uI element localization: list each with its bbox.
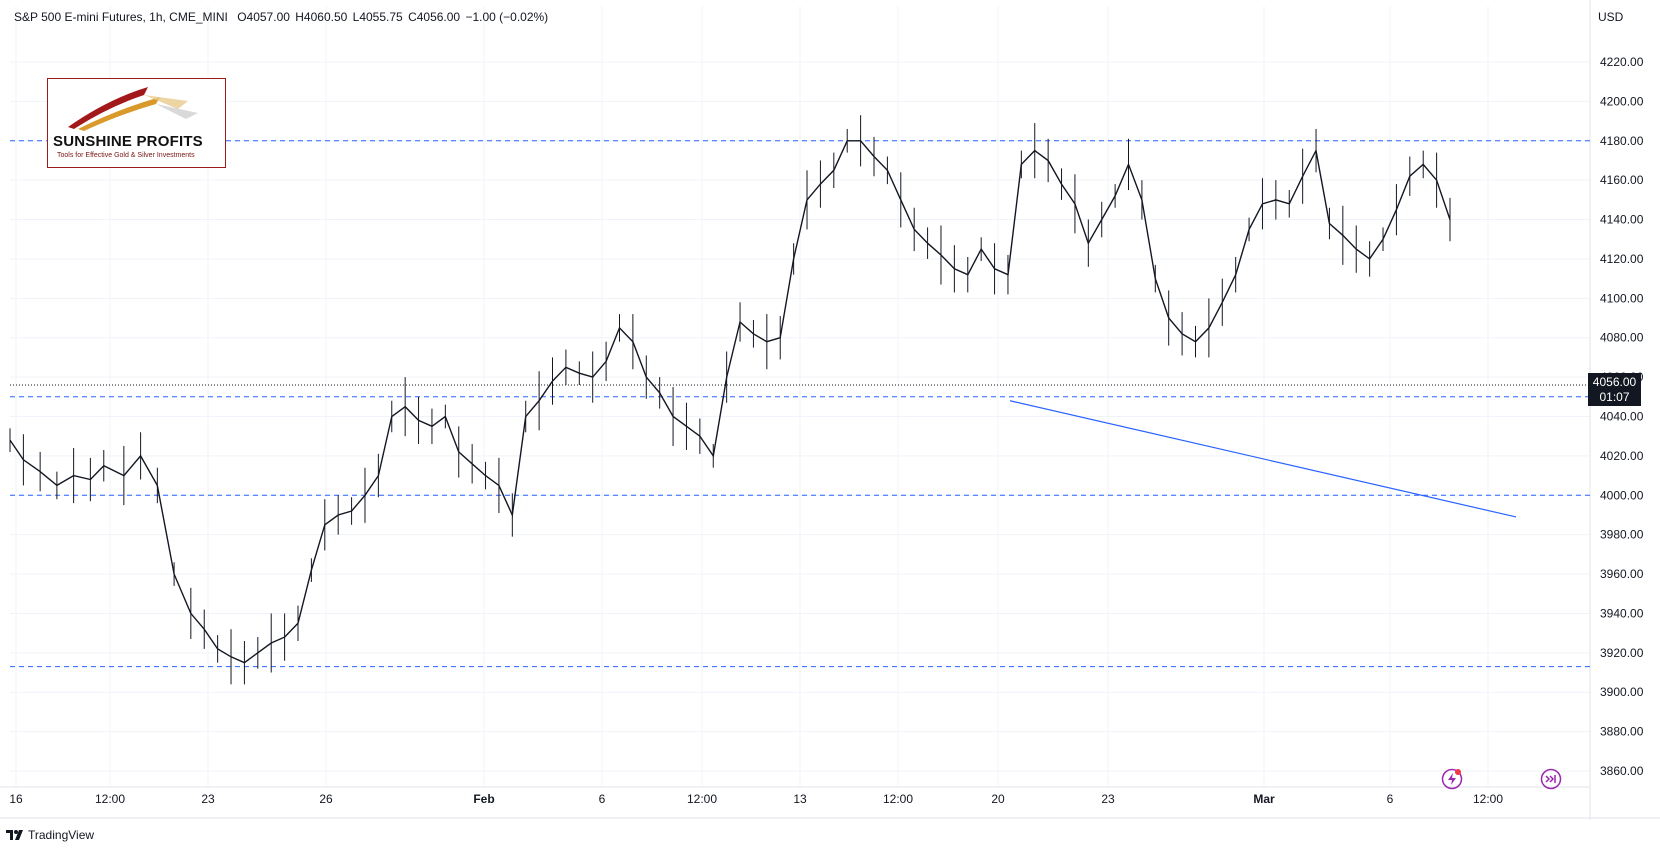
sunshine-profits-logo: SUNSHINE PROFITS Tools for Effective Gol… bbox=[47, 78, 226, 168]
ohlc-change: −1.00 (−0.02%) bbox=[465, 10, 549, 24]
price-tick-label: 4020.00 bbox=[1600, 449, 1644, 463]
ohlc-high: H4060.50 bbox=[295, 10, 348, 24]
time-tick-label: 23 bbox=[201, 792, 215, 806]
time-tick-label: Mar bbox=[1253, 792, 1275, 806]
trend-line[interactable] bbox=[1009, 400, 1517, 518]
time-tick-label: 12:00 bbox=[95, 792, 125, 806]
ohlc-open: O4057.00 bbox=[237, 10, 290, 24]
horizontal-levels bbox=[10, 140, 1590, 668]
lightning-alert-icon[interactable] bbox=[1441, 768, 1463, 790]
price-tick-label: 4000.00 bbox=[1600, 488, 1644, 502]
time-tick-label: 13 bbox=[793, 792, 807, 806]
price-tick-label: 3980.00 bbox=[1600, 528, 1644, 542]
time-tick-label: 23 bbox=[1101, 792, 1115, 806]
trend-lines bbox=[1009, 400, 1517, 518]
price-tick-label: 3900.00 bbox=[1600, 685, 1644, 699]
price-tick-label: 4120.00 bbox=[1600, 252, 1644, 266]
time-axis: 16 12:00 23 26 Feb 6 12:00 13 12:00 20 23 Mar 6 12:00 bbox=[9, 792, 1503, 806]
time-tick-label: 20 bbox=[991, 792, 1005, 806]
time-tick-label: 26 bbox=[319, 792, 333, 806]
price-line[interactable] bbox=[9, 140, 1451, 664]
time-tick-label: 12:00 bbox=[687, 792, 717, 806]
price-tick-label: 4080.00 bbox=[1600, 331, 1644, 345]
time-tick-label: 16 bbox=[9, 792, 23, 806]
price-tick-label: 4160.00 bbox=[1600, 173, 1644, 187]
time-tick-label: 12:00 bbox=[883, 792, 913, 806]
bar-countdown: 01:07 bbox=[1599, 390, 1630, 404]
time-tick-label: 6 bbox=[1387, 792, 1394, 806]
last-price-tag: 4056.00 01:07 bbox=[1588, 373, 1641, 406]
branding-label: TradingView bbox=[28, 828, 95, 842]
price-tick-label: 4220.00 bbox=[1600, 55, 1644, 69]
price-tick-label: 4140.00 bbox=[1600, 213, 1644, 227]
price-tick-label: 3940.00 bbox=[1600, 606, 1644, 620]
logo-swoosh-icon bbox=[68, 87, 198, 131]
price-tick-label: 3920.00 bbox=[1600, 646, 1644, 660]
logo-name: SUNSHINE PROFITS bbox=[53, 133, 203, 150]
price-tick-label: 4100.00 bbox=[1600, 291, 1644, 305]
price-tick-label: 3960.00 bbox=[1600, 567, 1644, 581]
currency-label[interactable]: USD bbox=[1598, 10, 1624, 24]
price-tick-label: 4180.00 bbox=[1600, 134, 1644, 148]
time-tick-label: 6 bbox=[599, 792, 606, 806]
ohlc-low: L4055.75 bbox=[352, 10, 403, 24]
price-axis: 4220.00 4200.00 4180.00 4160.00 4140.00 4120.… bbox=[1600, 55, 1644, 778]
time-tick-label: Feb bbox=[473, 792, 494, 806]
scroll-to-realtime-icon[interactable] bbox=[1540, 768, 1562, 790]
time-tick-label: 12:00 bbox=[1473, 792, 1503, 806]
tradingview-logo-icon bbox=[6, 830, 23, 840]
price-tick-label: 4200.00 bbox=[1600, 94, 1644, 108]
last-price-value: 4056.00 bbox=[1592, 375, 1637, 389]
tradingview-branding[interactable]: TradingView bbox=[6, 828, 94, 842]
ohlc-close: C4056.00 bbox=[408, 10, 461, 24]
price-series bbox=[9, 115, 1451, 685]
price-tick-label: 3860.00 bbox=[1600, 764, 1644, 778]
symbol-header: S&P 500 E-mini Futures, 1h, CME_MINI O40… bbox=[14, 10, 550, 24]
logo-tagline: Tools for Effective Gold & Silver Invest… bbox=[57, 152, 195, 159]
symbol-title[interactable]: S&P 500 E-mini Futures, 1h, CME_MINI bbox=[14, 10, 228, 24]
price-tick-label: 3880.00 bbox=[1600, 725, 1644, 739]
price-tick-label: 4040.00 bbox=[1600, 410, 1644, 424]
